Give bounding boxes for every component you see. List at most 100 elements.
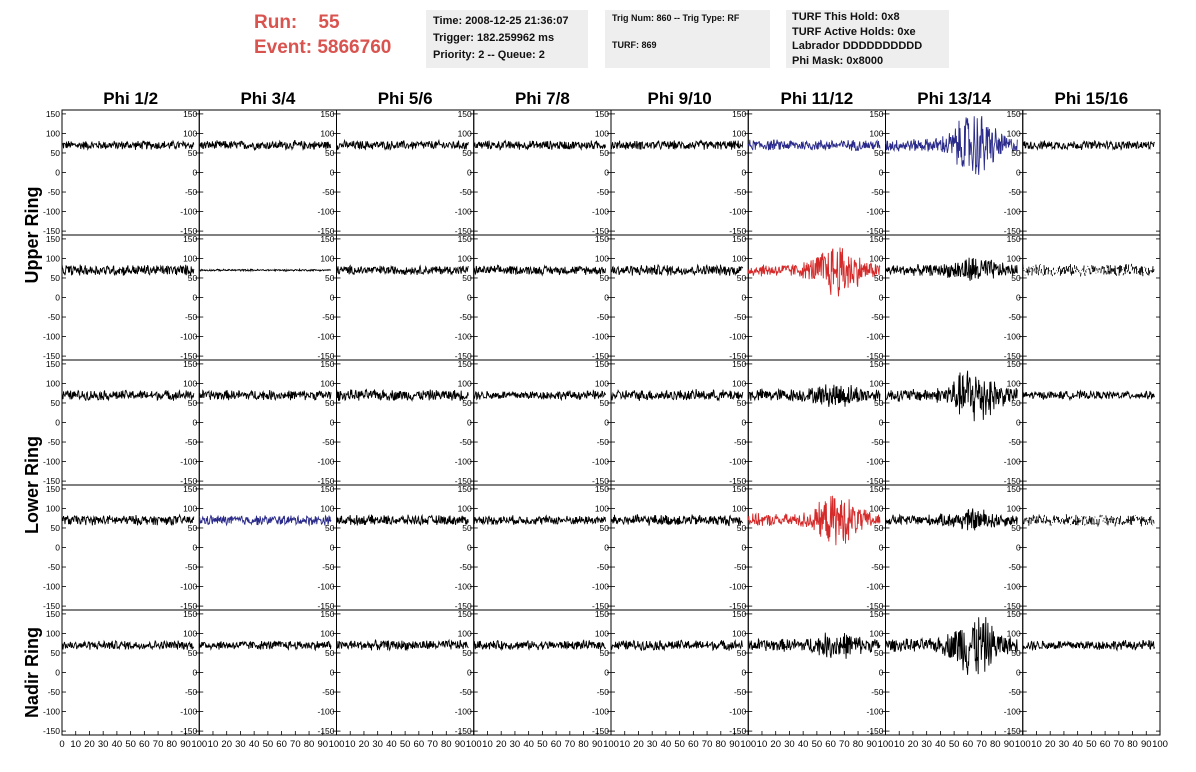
- panel-frame: [885, 484, 1024, 611]
- y-tick-label: 0: [330, 543, 335, 553]
- x-tick-label: 80: [1127, 739, 1138, 750]
- y-tick-label: -50: [597, 187, 610, 197]
- y-tick-label: 150: [595, 109, 609, 119]
- x-tick-label: 40: [935, 739, 946, 750]
- panel-frame: [610, 609, 749, 736]
- panel-frame: [198, 359, 337, 486]
- y-tick-label: -50: [871, 562, 884, 572]
- y-tick-label: -100: [729, 332, 746, 342]
- waveform-trace: [61, 264, 195, 277]
- y-tick-label: -150: [592, 726, 609, 736]
- x-tick-label: 80: [716, 739, 727, 750]
- y-tick-label: -50: [185, 687, 198, 697]
- y-tick-label: -150: [866, 476, 883, 486]
- x-tick-label: 50: [263, 739, 274, 750]
- y-tick-label: 0: [193, 668, 198, 678]
- y-tick-label: -100: [317, 332, 334, 342]
- x-tick-label: 40: [112, 739, 123, 750]
- y-tick-label: 150: [46, 359, 60, 369]
- x-tick-label: 100: [878, 739, 894, 750]
- x-tick-label: 30: [235, 739, 246, 750]
- x-tick-label: 40: [249, 739, 260, 750]
- x-tick-label: 20: [633, 739, 644, 750]
- y-tick-label: -100: [180, 582, 197, 592]
- waveform-trace: [473, 264, 606, 277]
- x-tick-label: 50: [125, 739, 136, 750]
- y-tick-label: 0: [879, 668, 884, 678]
- y-tick-label: -150: [1004, 726, 1021, 736]
- x-tick-label: 10: [482, 739, 493, 750]
- y-tick-label: -50: [734, 687, 747, 697]
- x-tick-label: 90: [866, 739, 877, 750]
- y-tick-label: -150: [180, 726, 197, 736]
- y-tick-label: 100: [732, 503, 746, 513]
- panel-frame: [885, 234, 1024, 361]
- y-tick-label: 150: [183, 234, 197, 244]
- y-tick-label: -100: [729, 457, 746, 467]
- y-tick-label: -150: [455, 351, 472, 361]
- y-tick-label: -150: [866, 226, 883, 236]
- y-tick-label: 150: [869, 359, 883, 369]
- x-tick-label: 0: [59, 739, 64, 750]
- waveform-trace: [473, 514, 606, 526]
- x-tick-label: 30: [1059, 739, 1070, 750]
- waveform-trace: [1022, 640, 1155, 652]
- y-tick-label: 100: [595, 628, 609, 638]
- y-tick-label: 50: [737, 648, 747, 658]
- x-tick-label: 50: [949, 739, 960, 750]
- y-tick-label: 50: [600, 273, 610, 283]
- y-tick-label: -50: [1008, 687, 1021, 697]
- y-tick-label: -100: [317, 457, 334, 467]
- y-tick-label: -150: [43, 351, 60, 361]
- x-tick-label: 50: [812, 739, 823, 750]
- x-tick-label: 50: [1086, 739, 1097, 750]
- x-tick-label: 10: [1031, 739, 1042, 750]
- y-tick-label: -50: [1008, 562, 1021, 572]
- y-tick-label: 100: [595, 253, 609, 263]
- panel-frame: [61, 609, 200, 736]
- y-tick-label: 100: [732, 628, 746, 638]
- y-tick-label: -100: [729, 207, 746, 217]
- y-tick-label: 0: [879, 543, 884, 553]
- y-tick-label: -100: [43, 582, 60, 592]
- y-tick-label: 0: [193, 418, 198, 428]
- waveform-trace: [610, 139, 744, 151]
- x-tick-label: 30: [921, 739, 932, 750]
- y-tick-label: 100: [458, 378, 472, 388]
- y-tick-label: 50: [51, 148, 61, 158]
- y-tick-label: 150: [46, 234, 60, 244]
- y-tick-label: 100: [732, 128, 746, 138]
- y-tick-label: -150: [1004, 476, 1021, 486]
- x-tick-label: 100: [1015, 739, 1031, 750]
- y-tick-label: 50: [188, 398, 198, 408]
- y-tick-label: -150: [455, 226, 472, 236]
- y-tick-label: 0: [55, 418, 60, 428]
- y-tick-label: 150: [183, 359, 197, 369]
- y-tick-label: -150: [317, 476, 334, 486]
- y-tick-label: -100: [317, 707, 334, 717]
- y-tick-label: 50: [51, 523, 61, 533]
- y-tick-label: -50: [459, 562, 472, 572]
- y-tick-label: -100: [43, 457, 60, 467]
- y-tick-label: -150: [43, 476, 60, 486]
- column-header: Phi 1/2: [103, 89, 158, 108]
- x-tick-label: 80: [990, 739, 1001, 750]
- waveform-trace: [610, 514, 744, 527]
- y-tick-label: -50: [597, 437, 610, 447]
- x-tick-label: 100: [603, 739, 619, 750]
- y-tick-label: 50: [325, 523, 335, 533]
- y-tick-label: -50: [322, 187, 335, 197]
- y-tick-label: 100: [46, 128, 60, 138]
- phi-mask-line: Phi Mask: 0x8000: [792, 54, 884, 67]
- y-tick-label: -100: [1004, 207, 1021, 217]
- y-tick-label: -150: [1004, 601, 1021, 611]
- y-tick-label: 150: [183, 109, 197, 119]
- y-tick-label: -100: [1004, 457, 1021, 467]
- y-tick-label: -150: [43, 726, 60, 736]
- y-tick-label: -150: [592, 226, 609, 236]
- y-tick-label: 50: [1011, 398, 1021, 408]
- y-tick-label: 50: [1011, 273, 1021, 283]
- x-tick-label: 10: [894, 739, 905, 750]
- panel-frame: [747, 109, 886, 236]
- turf-active-line: TURF Active Holds: 0xe: [792, 25, 916, 38]
